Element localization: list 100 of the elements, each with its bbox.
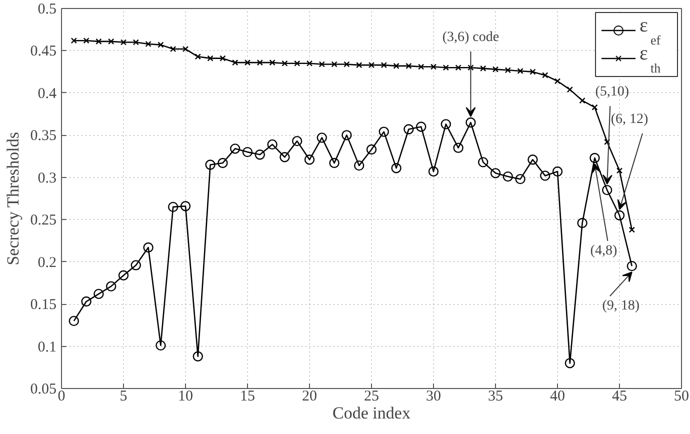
point — [280, 152, 290, 162]
point — [220, 55, 226, 62]
point — [453, 142, 464, 153]
point — [517, 68, 524, 74]
annotation: (6, 12) — [610, 112, 648, 127]
point — [232, 59, 238, 66]
point — [602, 184, 612, 196]
x-tick-label: 5 — [120, 388, 128, 404]
annotation: (9, 18) — [602, 298, 640, 314]
x-tick-label: 10 — [178, 388, 193, 404]
point — [528, 154, 538, 165]
point — [492, 66, 499, 72]
point — [267, 139, 278, 150]
point — [354, 160, 364, 171]
point — [242, 146, 253, 158]
y-tick-label: 0.05 — [30, 382, 56, 398]
point — [554, 78, 561, 84]
point — [466, 117, 476, 128]
y-tick-label: 0.5 — [38, 2, 56, 18]
point — [230, 144, 240, 154]
point — [440, 119, 451, 130]
point — [616, 168, 623, 174]
point — [94, 288, 104, 300]
point — [170, 46, 176, 52]
point — [68, 316, 79, 326]
point — [143, 242, 154, 253]
point — [294, 60, 300, 66]
point — [416, 122, 426, 132]
point — [282, 60, 288, 66]
point — [316, 132, 327, 143]
point — [566, 86, 573, 93]
point — [428, 166, 439, 177]
annotation: (4,8) — [590, 243, 618, 258]
point — [180, 201, 191, 212]
point — [331, 61, 338, 68]
point — [318, 61, 325, 68]
point — [368, 62, 375, 68]
point — [244, 59, 251, 66]
y-tick-label: 0.1 — [38, 339, 56, 356]
annotation: (3,6) code — [442, 30, 500, 45]
point — [442, 64, 449, 71]
point — [478, 157, 488, 168]
point — [404, 124, 414, 134]
point — [378, 126, 389, 137]
point — [192, 351, 203, 362]
point — [406, 62, 412, 69]
point — [502, 171, 513, 182]
point — [356, 62, 362, 68]
x-axis-title: Code index — [332, 404, 411, 422]
point — [269, 59, 276, 66]
point — [564, 358, 575, 368]
point — [430, 64, 437, 70]
legend-label: εef — [640, 14, 662, 48]
point — [207, 55, 214, 62]
point — [393, 62, 400, 69]
x-tick-label: 40 — [550, 388, 565, 404]
point — [306, 60, 313, 66]
x-tick-label: 25 — [364, 388, 379, 404]
point — [530, 68, 536, 75]
point — [391, 163, 402, 174]
point — [540, 170, 550, 181]
point — [614, 210, 625, 220]
y-tick-label: 0.35 — [30, 128, 56, 144]
point — [628, 226, 635, 233]
point — [83, 38, 90, 44]
point — [468, 64, 474, 71]
point — [626, 260, 637, 272]
x-tick-label: 15 — [240, 388, 255, 404]
point — [344, 61, 350, 68]
point — [592, 104, 598, 110]
point — [342, 130, 352, 140]
point — [130, 260, 141, 270]
point — [292, 136, 302, 146]
point — [106, 281, 116, 292]
point — [542, 72, 548, 78]
point — [108, 38, 114, 45]
point — [81, 296, 92, 307]
point — [579, 97, 586, 104]
point — [70, 38, 77, 44]
x-tick-label: 45 — [612, 388, 627, 404]
y-tick-label: 0.15 — [30, 297, 56, 314]
point — [515, 174, 526, 184]
point — [218, 158, 228, 168]
y-tick-label: 0.3 — [38, 170, 56, 186]
point — [145, 40, 152, 48]
point — [504, 67, 511, 74]
point — [590, 152, 600, 164]
point — [329, 158, 340, 168]
y-tick-label: 0.2 — [38, 254, 56, 271]
point — [577, 218, 588, 228]
point — [254, 150, 265, 160]
y-tick-label: 0.45 — [30, 44, 56, 60]
point — [205, 160, 216, 170]
y-tick-label: 0.4 — [38, 86, 57, 102]
point — [366, 144, 377, 155]
point — [156, 340, 166, 351]
point — [604, 138, 610, 145]
x-tick-label: 50 — [674, 388, 689, 404]
point — [480, 65, 486, 72]
point — [182, 46, 189, 52]
